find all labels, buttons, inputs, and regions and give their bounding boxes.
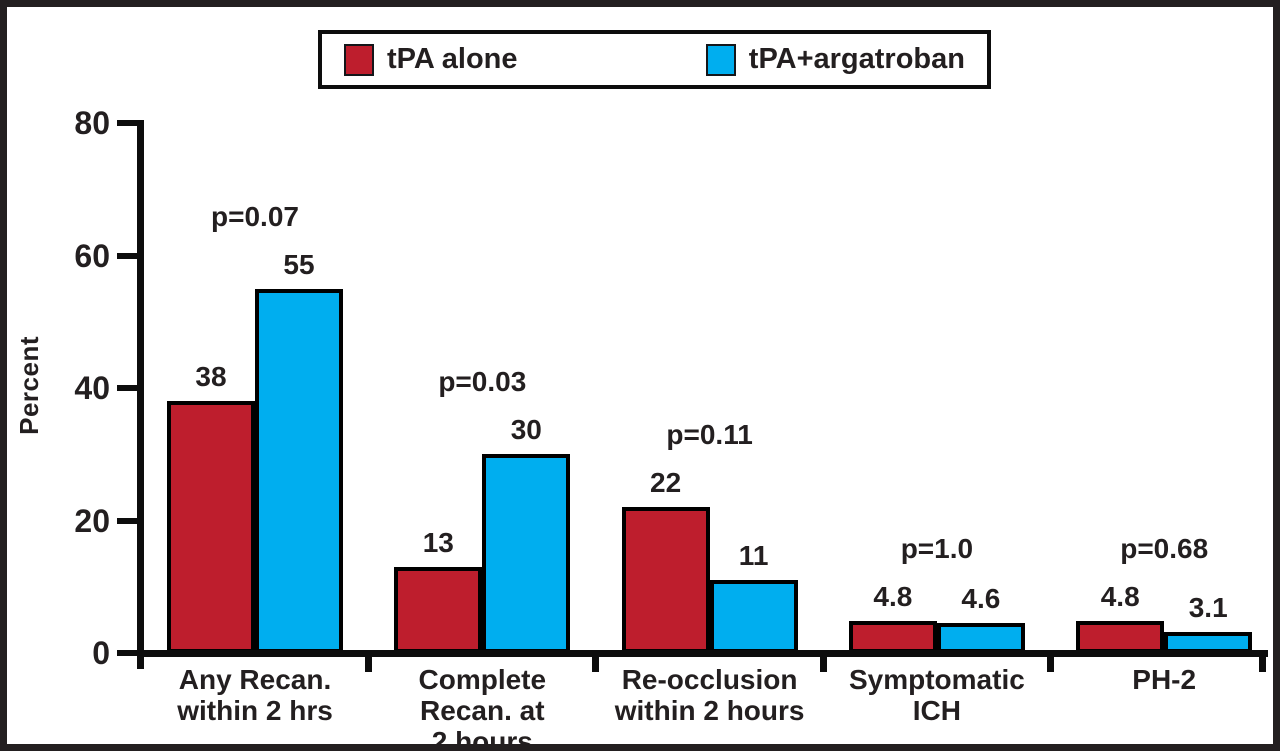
bar-value-label: 22 [650,467,682,499]
p-value-label: p=0.03 [438,366,527,398]
y-axis-tick-80 [117,120,141,126]
bar-group2-series1 [394,566,483,653]
category-label: PH-2 [1132,664,1196,695]
category-label-line: within 2 hrs [177,695,333,726]
bar-value-label: 38 [195,361,227,393]
y-axis-tick-label-20: 20 [74,502,110,539]
legend-swatch-tpa-alone [344,43,374,76]
category-label-line: 2 hours [431,726,533,751]
y-axis-tick-label-60: 60 [74,237,110,274]
category-label-line: Complete [418,664,547,695]
legend: tPA alone tPA+argatroban [318,30,991,89]
category-label: Symptomatic ICH [849,664,1025,726]
x-axis-tick [1047,655,1055,672]
bar-group1-series2 [255,288,343,653]
legend-item-tpa-alone: tPA alone [344,43,518,76]
bar-group4-series2 [936,622,1025,653]
y-axis-tick-20 [117,517,141,524]
x-axis-end-tick [1259,655,1266,672]
y-axis-tick-label-40: 40 [74,370,110,406]
p-value-label: p=0.07 [211,200,299,232]
bar-group3-series2 [709,580,798,653]
category-label-line: Symptomatic [848,664,1025,695]
bar-value-label: 55 [283,248,315,280]
bar-group2-series2 [482,454,571,653]
category-label-line: Any Recan. [178,664,332,695]
y-axis-line [137,120,144,669]
bar-group4-series1 [848,621,937,653]
y-axis-tick-0 [117,650,141,656]
y-axis-tick-60 [117,252,141,259]
bar-group5-series1 [1076,621,1165,653]
bar-value-label: 30 [510,414,542,446]
bar-value-label: 11 [738,540,769,572]
legend-item-tpa-argatroban: tPA+argatroban [705,43,965,76]
bar-value-label: 13 [422,526,454,558]
category-label-line: PH-2 [1132,664,1197,695]
p-value-label: p=0.11 [666,419,753,451]
y-axis-tick-label-0: 0 [92,635,110,671]
category-label-line: within 2 hours [614,695,805,726]
x-axis-line [137,650,1268,657]
x-axis-tick [365,655,373,672]
bar-value-label: 4.6 [961,582,1001,614]
bar-group3-series1 [621,507,710,653]
bar-value-label: 3.1 [1188,592,1228,624]
category-label: Any Recan. within 2 hrs [177,664,333,726]
category-label-line: Re-occlusion [621,664,798,695]
legend-label-tpa-alone: tPA alone [387,43,518,75]
category-label-line: Recan. at [420,695,545,726]
category-label: Complete Recan. at 2 hours [419,664,547,751]
category-label-line: ICH [912,695,962,726]
category-label: Re-occlusion within 2 hours [615,664,805,726]
y-axis-tick-label-80: 80 [74,105,110,141]
x-axis-tick [592,655,600,672]
x-axis-tick [819,655,827,672]
bar-group1-series1 [167,401,255,653]
bar-value-label: 4.8 [873,581,913,613]
p-value-label: p=1.0 [900,533,974,565]
p-value-label: p=0.68 [1120,533,1209,565]
legend-swatch-tpa-argatroban [705,43,736,76]
bar-value-label: 4.8 [1100,581,1140,613]
y-axis-tick-40 [117,385,141,391]
legend-label-tpa-argatroban: tPA+argatroban [748,43,965,75]
